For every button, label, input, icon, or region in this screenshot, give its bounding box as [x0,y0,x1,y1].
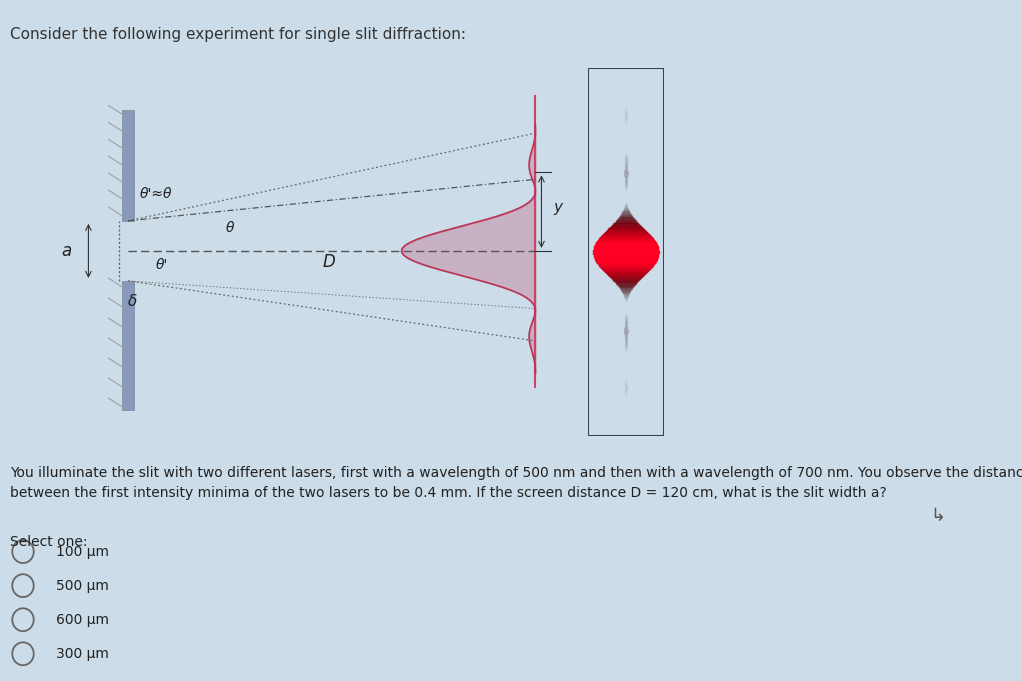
Text: y: y [554,200,563,215]
Text: δ: δ [128,294,137,309]
Text: 300 μm: 300 μm [56,647,109,661]
Text: θ': θ' [155,258,168,272]
Text: ↳: ↳ [930,507,945,525]
Text: You illuminate the slit with two different lasers, first with a wavelength of 50: You illuminate the slit with two differe… [10,466,1022,500]
Text: Select one:: Select one: [10,535,88,549]
Text: θ: θ [225,221,234,236]
Text: θ'≈θ: θ'≈θ [140,187,173,201]
Text: 500 μm: 500 μm [56,579,109,592]
Text: 100 μm: 100 μm [56,545,109,558]
Text: 600 μm: 600 μm [56,613,109,627]
Text: Consider the following experiment for single slit diffraction:: Consider the following experiment for si… [10,27,466,42]
Bar [122,110,134,221]
Bar [122,281,134,410]
Text: a: a [61,242,72,260]
Text: D: D [323,253,335,271]
